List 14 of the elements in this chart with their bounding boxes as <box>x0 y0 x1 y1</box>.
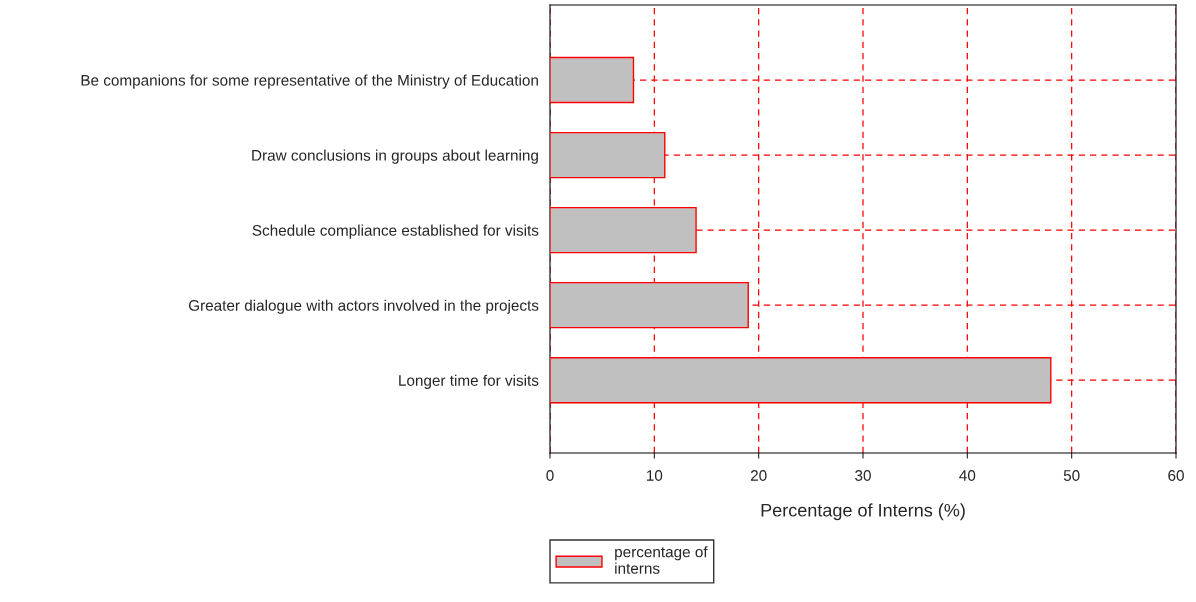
x-tick-label: 60 <box>1168 470 1184 481</box>
x-tick-label: 50 <box>1063 470 1080 481</box>
y-tick-label: Draw conclusions in groups about learning <box>252 149 538 164</box>
x-tick-label: 40 <box>959 470 976 481</box>
x-axis-title: Percentage of Interns (%) <box>761 503 965 521</box>
y-tick-label: Schedule compliance established for visits <box>252 224 539 239</box>
x-tick-label: 10 <box>647 470 663 481</box>
x-tick-label: 0 <box>546 470 554 481</box>
y-tick-label: Greater dialogue with actors involved in the projects <box>188 299 539 314</box>
x-tick-label: 20 <box>750 470 767 481</box>
y-tick-label: Be companions for some representative of the Ministry of Education <box>81 74 538 89</box>
x-tick-label: 30 <box>855 470 871 481</box>
legend-label: percentage of interns <box>615 546 708 574</box>
y-tick-label: Longer time for visits <box>399 374 539 389</box>
